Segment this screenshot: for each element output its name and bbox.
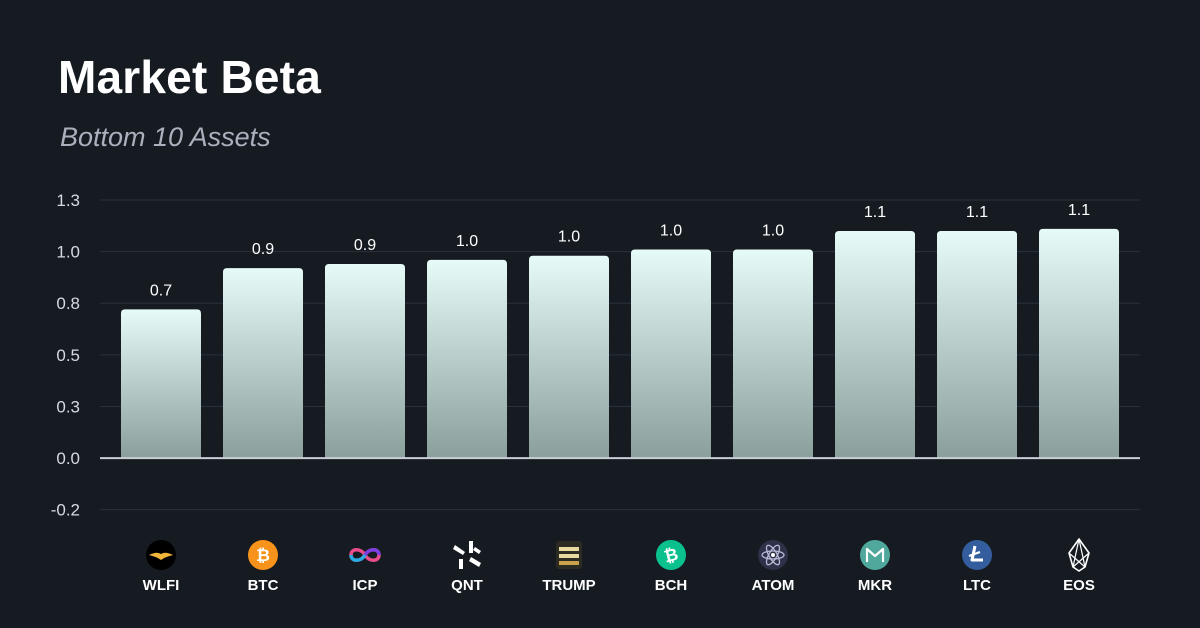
x-tick-label-eos: EOS <box>1063 577 1095 594</box>
bar-wlfi <box>121 309 201 459</box>
bar-ltc <box>937 230 1017 459</box>
trump-icon <box>556 541 582 569</box>
data-labels: 0.7 0.9 0.9 1.0 1.0 1.0 1.0 1.1 1.1 1.1 <box>150 202 1090 300</box>
bar-eos <box>1039 228 1119 459</box>
atom-icon <box>758 540 788 570</box>
btc-icon: ₿ <box>248 540 278 570</box>
wlfi-icon <box>146 540 176 570</box>
x-tick-label-ltc: LTC <box>963 577 991 594</box>
chart-subtitle: Bottom 10 Assets <box>60 122 271 152</box>
data-label-qnt: 1.0 <box>456 233 478 250</box>
icp-icon <box>349 548 381 562</box>
y-tick-label: 0.0 <box>56 449 80 468</box>
x-tick-label-atom: ATOM <box>752 577 795 594</box>
y-tick-label: 1.0 <box>56 243 80 262</box>
x-tick-label-wlfi: WLFI <box>143 577 180 594</box>
bar-btc <box>223 268 303 459</box>
x-tick-label-qnt: QNT <box>451 577 483 594</box>
chart-title: Market Beta <box>58 51 321 103</box>
bar-mkr <box>835 230 915 459</box>
asset-icons: ₿ ₿ <box>146 538 1090 572</box>
data-label-wlfi: 0.7 <box>150 282 172 299</box>
svg-text:₿: ₿ <box>256 546 270 566</box>
data-label-trump: 1.0 <box>558 229 580 246</box>
bch-icon: ₿ <box>656 540 686 570</box>
bars <box>121 228 1119 459</box>
x-tick-label-trump: TRUMP <box>542 577 595 594</box>
data-label-bch: 1.0 <box>660 223 682 240</box>
x-tick-label-btc: BTC <box>248 577 279 594</box>
data-label-atom: 1.0 <box>762 223 784 240</box>
bar-atom <box>733 249 813 459</box>
data-label-ltc: 1.1 <box>966 204 988 221</box>
y-tick-label: 1.3 <box>56 191 80 210</box>
ltc-icon <box>962 540 992 570</box>
y-tick-label: -0.2 <box>51 501 80 520</box>
y-tick-label: 0.8 <box>56 294 80 313</box>
qnt-icon <box>453 541 481 569</box>
mkr-icon <box>860 540 890 570</box>
data-label-eos: 1.1 <box>1068 202 1090 219</box>
eos-icon <box>1068 538 1090 572</box>
x-tick-label-bch: BCH <box>655 577 688 594</box>
y-tick-label: 0.3 <box>56 397 80 416</box>
bar-bch <box>631 249 711 459</box>
y-tick-label: 0.5 <box>56 346 80 365</box>
data-label-mkr: 1.1 <box>864 204 886 221</box>
data-label-btc: 0.9 <box>252 241 274 258</box>
data-label-icp: 0.9 <box>354 237 376 254</box>
bar-trump <box>529 255 609 459</box>
bar-qnt <box>427 259 507 459</box>
category-labels: WLFI BTC ICP QNT TRUMP BCH ATOM MKR LTC EOS <box>143 577 1095 594</box>
svg-text:₿: ₿ <box>662 544 681 567</box>
bar-icp <box>325 264 405 459</box>
x-tick-label-mkr: MKR <box>858 577 892 594</box>
x-tick-label-icp: ICP <box>352 577 377 594</box>
